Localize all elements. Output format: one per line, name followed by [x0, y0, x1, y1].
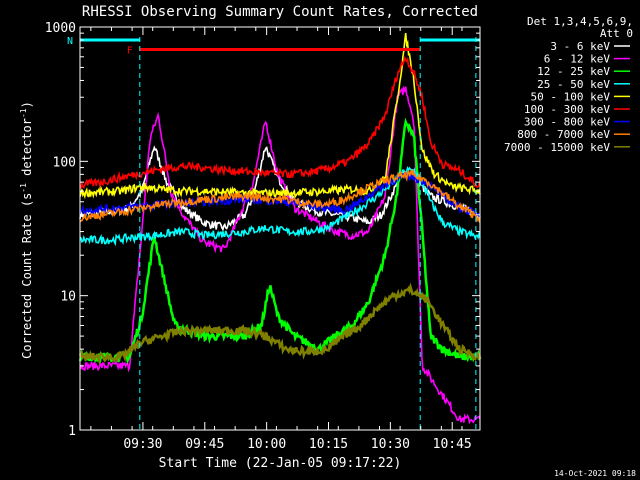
x-tick-label-2: 10:00: [247, 437, 286, 452]
legend-label-2: 12 - 25 keV: [537, 65, 610, 78]
y-axis-label: Corrected Count Rate (s-1 detector-1): [19, 101, 34, 359]
legend-label-8: 7000 - 15000 keV: [504, 141, 610, 154]
series-line-7: [79, 168, 481, 224]
x-tick-label-0: 09:30: [123, 437, 162, 452]
series-line-8: [78, 282, 482, 366]
annotation-label-0: F: [127, 45, 133, 56]
chart-title: RHESSI Observing Summary Count Rates, Co…: [82, 4, 478, 20]
axes: 1 10 100 1000 09:30 09:45 10:00 10:15 10:30 10:45: [45, 21, 481, 452]
x-axis-label: Start Time (22-Jan-05 09:17:22): [159, 456, 402, 471]
y-axis-label-mid: detector: [20, 118, 34, 183]
y-axis-label-main: Corrected Count Rate (s: [20, 193, 34, 359]
x-tick-label-1: 09:45: [185, 437, 224, 452]
legend-label-1: 6 - 12 keV: [544, 53, 611, 66]
legend-label-6: 300 - 800 keV: [524, 116, 610, 129]
legend-label-3: 25 - 50 keV: [537, 78, 610, 91]
series-line-1: [79, 85, 481, 425]
series-line-5: [79, 55, 481, 190]
plot-area: FN: [67, 33, 482, 430]
legend-header-line-1: Det 1,3,4,5,6,9,: [527, 15, 633, 28]
y-axis-label-sup1: -1: [19, 183, 28, 193]
footer-timestamp: 14-Oct-2021 09:18: [554, 469, 636, 478]
legend-label-4: 50 - 100 keV: [531, 90, 611, 103]
x-tick-label-3: 10:15: [309, 437, 348, 452]
y-tick-label-2: 100: [53, 155, 76, 170]
plot-frame: [79, 26, 481, 431]
x-tick-label-4: 10:30: [371, 437, 410, 452]
legend-label-0: 3 - 6 keV: [550, 40, 610, 53]
legend-label-7: 800 - 7000 keV: [517, 128, 610, 141]
legend-header-line-2: Att 0: [600, 27, 633, 40]
y-axis-label-end: ): [20, 101, 34, 108]
y-axis-label-sup2: -1: [19, 108, 28, 118]
y-tick-label-0: 1: [68, 424, 76, 439]
y-tick-label-3: 1000: [45, 21, 76, 36]
series-line-2: [78, 117, 482, 365]
y-tick-label-1: 10: [60, 290, 76, 305]
annotation-label-1: N: [67, 36, 73, 47]
x-tick-label-5: 10:45: [433, 437, 472, 452]
legend-label-5: 100 - 300 keV: [524, 103, 610, 116]
